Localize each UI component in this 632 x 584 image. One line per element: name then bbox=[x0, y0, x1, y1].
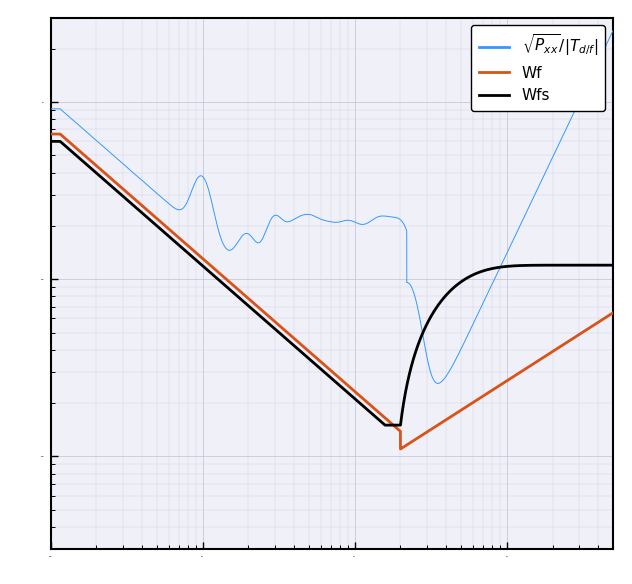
Legend: $\sqrt{P_{xx}}/|T_{d/f}|$, Wf, Wfs: $\sqrt{P_{xx}}/|T_{d/f}|$, Wf, Wfs bbox=[471, 25, 605, 111]
